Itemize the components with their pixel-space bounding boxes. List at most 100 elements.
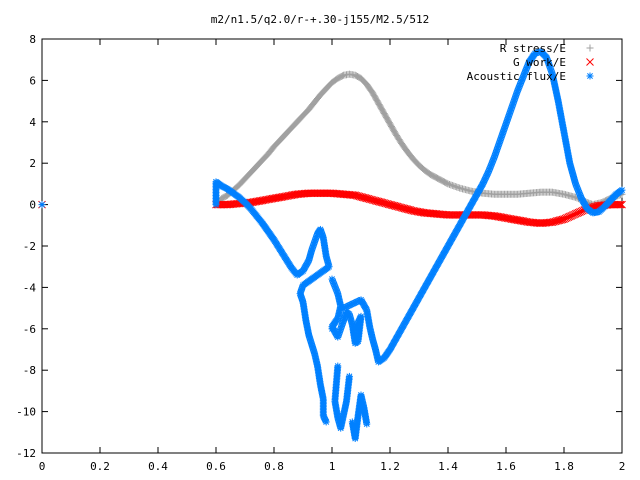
data-point	[397, 203, 406, 212]
series-2	[38, 47, 626, 443]
data-point	[554, 216, 563, 225]
data-point	[618, 186, 626, 194]
legend-label: G work/E	[513, 56, 566, 69]
data-point	[558, 215, 567, 224]
x-tick-labels: 0 0.2 0.4 0.6 0.8 1 1.2 1.4 1.6 1.8 2	[39, 460, 626, 473]
data-point	[365, 195, 374, 204]
data-point	[618, 200, 626, 209]
data-point	[400, 204, 409, 213]
data-point	[390, 201, 399, 210]
data-point	[361, 194, 370, 202]
y-tick-label: -12	[16, 447, 36, 460]
y-tick-label: -10	[16, 406, 36, 419]
y-tick-label: -4	[23, 281, 37, 294]
y-tick-label: 2	[29, 157, 36, 170]
legend-marker	[586, 44, 594, 52]
x-tick-label: 1.8	[554, 460, 574, 473]
data-point	[391, 202, 400, 211]
data-point	[351, 325, 359, 333]
data-point	[38, 201, 46, 209]
data-point	[355, 192, 364, 201]
x-tick-label: 1	[329, 460, 336, 473]
data-point	[367, 195, 376, 204]
axis-ticks	[41, 38, 623, 454]
data-point	[393, 202, 402, 211]
data-point	[360, 193, 368, 202]
data-point	[387, 201, 396, 209]
data-point	[373, 197, 381, 205]
data-point	[384, 200, 393, 209]
data-point	[396, 203, 405, 212]
data-point	[374, 197, 383, 206]
legend-marker	[586, 72, 594, 80]
y-tick-labels: 8 6 4 2 0 -2 -4 -6 -8 -10 -12	[16, 33, 36, 460]
data-point	[370, 196, 378, 205]
data-point	[375, 198, 384, 206]
y-tick-label: -8	[23, 364, 36, 377]
data-point	[351, 191, 360, 200]
data-point	[371, 196, 380, 205]
data-point	[453, 183, 461, 191]
data-point	[448, 181, 456, 189]
data-point	[363, 420, 371, 428]
data-point	[389, 201, 397, 210]
data-point	[454, 184, 462, 192]
series-1	[38, 189, 626, 228]
data-point	[368, 196, 377, 204]
data-point	[549, 217, 558, 226]
data-point	[381, 199, 390, 208]
x-tick-label: 1.2	[380, 460, 400, 473]
data-point	[551, 217, 560, 226]
data-point	[444, 180, 452, 188]
data-point	[354, 192, 362, 200]
data-point	[616, 200, 625, 209]
data-point	[377, 198, 386, 207]
x-tick-label: 0.6	[206, 460, 226, 473]
data-point	[386, 200, 394, 209]
data-point	[406, 206, 415, 214]
x-tick-label: 0.4	[148, 460, 168, 473]
x-tick-label: 2	[619, 460, 626, 473]
x-tick-label: 0	[39, 460, 46, 473]
x-tick-label: 1.4	[438, 460, 458, 473]
data-point	[358, 193, 367, 202]
y-tick-label: 4	[29, 116, 36, 129]
data-point	[552, 217, 561, 225]
data-point	[345, 372, 353, 380]
y-tick-label: 0	[29, 199, 36, 212]
data-point	[352, 191, 361, 200]
data-point	[357, 192, 365, 201]
data-point	[380, 199, 389, 207]
legend-label: R stress/E	[500, 42, 566, 55]
data-point	[383, 199, 391, 208]
series-0	[38, 70, 626, 209]
x-tick-label: 0.8	[264, 460, 284, 473]
data-point	[450, 182, 458, 190]
data-point	[322, 418, 330, 426]
legend-label: Acoustic flux/E	[467, 70, 566, 83]
x-tick-label: 0.2	[90, 460, 110, 473]
data-point	[362, 194, 371, 203]
data-point	[402, 205, 410, 213]
chart-title: m2/n1.5/q2.0/r-+.30-j155/M2.5/512	[211, 13, 430, 26]
data-point	[404, 205, 413, 214]
data-point	[445, 180, 453, 188]
data-point	[403, 205, 412, 214]
data-point	[548, 218, 557, 227]
data-point	[378, 198, 387, 207]
data-point	[399, 204, 407, 212]
y-tick-label: -2	[23, 240, 36, 253]
data-point	[555, 216, 564, 225]
series-layer	[38, 47, 626, 443]
legend-marker	[586, 58, 594, 66]
data-point	[451, 182, 459, 190]
y-tick-label: 6	[29, 74, 36, 87]
data-point	[557, 216, 565, 224]
data-point	[615, 200, 623, 209]
y-tick-label: -6	[23, 323, 36, 336]
data-point	[447, 181, 455, 189]
data-point	[364, 194, 373, 203]
y-tick-label: 8	[29, 33, 36, 46]
